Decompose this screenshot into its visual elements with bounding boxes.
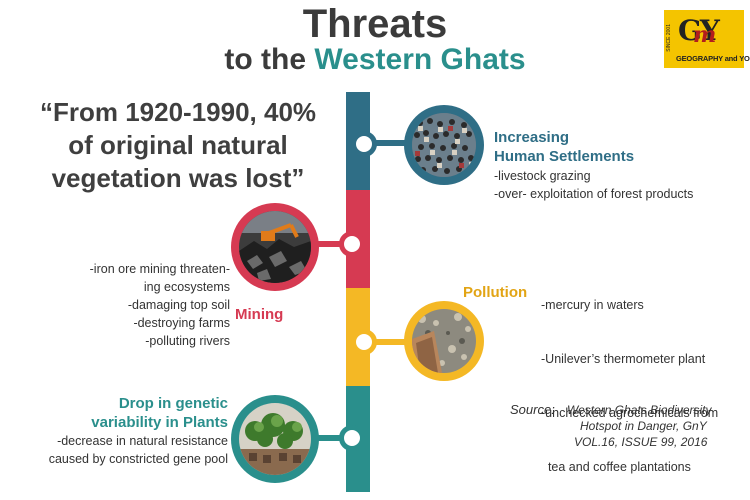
- pollution-point: -unchecked agrochemicals from: [541, 406, 719, 420]
- logo-subtitle: GEOGRAPHY and YOU: [676, 54, 750, 63]
- mining-point: ing ecosystems: [143, 280, 230, 294]
- source-line: VOL.16, ISSUE 99, 2016: [574, 435, 708, 449]
- settlements-point: -over- exploitation of forest products: [494, 187, 694, 201]
- logo-since: SINCE 2001: [666, 24, 672, 52]
- quote-line: of original natural: [68, 130, 288, 160]
- publisher-logo: SINCE 2001 GY m GEOGRAPHY and YOU: [664, 10, 750, 68]
- pollution-point: tea and coffee plantations: [541, 460, 691, 474]
- settlements-points: -livestock grazing -over- exploitation o…: [494, 167, 693, 203]
- settlements-point: -livestock grazing: [494, 169, 591, 183]
- quote-line: vegetation was lost”: [51, 163, 305, 193]
- connector-settlements: [370, 140, 410, 146]
- mining-point: -damaging top soil: [127, 298, 230, 312]
- pollution-photo: [412, 309, 476, 373]
- mining-points: -iron ore mining threaten- ing ecosystem…: [40, 260, 230, 350]
- settlements-heading-line: Human Settlements: [494, 148, 635, 165]
- pollution-point: -Unilever’s thermometer plant: [541, 352, 706, 366]
- pollution-heading: Pollution: [463, 284, 528, 301]
- source-label: Source:: [510, 402, 555, 417]
- genetic-point: -decrease in natural resistance: [57, 434, 228, 448]
- settlements-heading: Increasing Human Settlements: [494, 128, 634, 166]
- connector-genetic: [316, 435, 346, 441]
- pollution-points: -mercury in waters -Unilever’s thermomet…: [541, 260, 718, 494]
- source-line: Western Ghats Biodiversity: [567, 403, 712, 417]
- mining-heading: Mining: [235, 306, 284, 323]
- mining-photo: [239, 211, 311, 283]
- settlements-heading-line: Increasing: [494, 129, 570, 146]
- source-line: Hotspot in Danger, GnY: [580, 419, 707, 433]
- title-prefix: to the: [224, 43, 307, 76]
- quote-line: “From 1920-1990, 40%: [39, 97, 317, 127]
- knob-genetic: [339, 425, 365, 451]
- waste-pipe-icon: [412, 309, 476, 373]
- quote: “From 1920-1990, 40% of original natural…: [18, 96, 338, 195]
- knob-settlements: [351, 131, 377, 157]
- title-main: Threats: [302, 2, 448, 46]
- knob-pollution: [351, 329, 377, 355]
- title-accent: Western Ghats: [314, 43, 526, 76]
- knob-mining: [339, 231, 365, 257]
- logo-mark: GY: [678, 14, 720, 47]
- connector-mining: [316, 241, 346, 247]
- excavator-icon: [239, 211, 311, 283]
- genetic-point: caused by constricted gene pool: [48, 452, 228, 466]
- genetic-heading: Drop in genetic variability in Plants: [20, 394, 228, 432]
- genetic-heading-line: Drop in genetic: [118, 395, 228, 412]
- mining-point: -destroying farms: [133, 316, 230, 330]
- mining-point: -polluting rivers: [145, 334, 230, 348]
- genetic-heading-line: variability in Plants: [91, 414, 228, 431]
- connector-pollution: [370, 339, 410, 345]
- crowd-photo: [412, 113, 476, 177]
- title-subtitle: to the Western Ghats: [0, 42, 750, 78]
- crowd-icon: [412, 113, 476, 177]
- logo-overlay: m: [693, 22, 717, 48]
- genetic-points: -decrease in natural resistance caused b…: [10, 432, 228, 468]
- pollution-point: -mercury in waters: [541, 298, 644, 312]
- plant-nursery-icon: [239, 403, 311, 475]
- plants-photo: [239, 403, 311, 475]
- mining-point: -iron ore mining threaten-: [89, 262, 230, 276]
